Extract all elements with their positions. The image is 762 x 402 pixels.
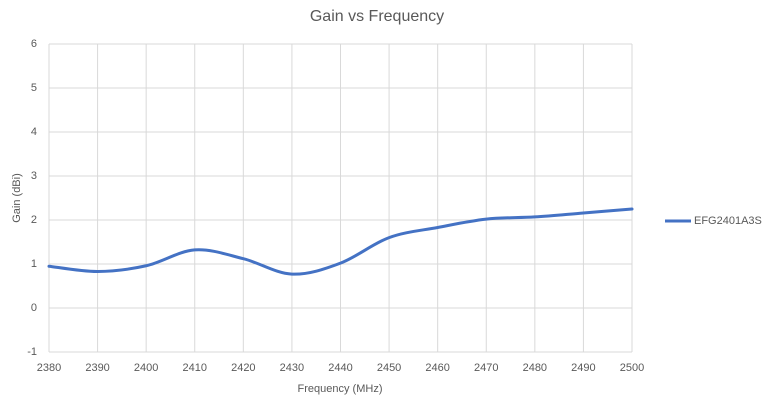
y-tick-label: 1 bbox=[31, 258, 37, 270]
x-tick-label: 2400 bbox=[134, 362, 158, 374]
y-tick-label: 2 bbox=[31, 214, 37, 226]
x-tick-label: 2380 bbox=[37, 362, 61, 374]
x-tick-label: 2500 bbox=[620, 362, 644, 374]
x-tick-label: 2470 bbox=[474, 362, 498, 374]
y-axis-label: Gain (dBi) bbox=[11, 173, 23, 223]
y-tick-label: 0 bbox=[31, 302, 37, 314]
y-tick-label: 3 bbox=[31, 170, 37, 182]
y-tick-label: 4 bbox=[31, 126, 37, 138]
x-tick-label: 2430 bbox=[280, 362, 304, 374]
x-tick-label: 2420 bbox=[231, 362, 255, 374]
x-tick-label: 2480 bbox=[523, 362, 547, 374]
x-tick-label: 2450 bbox=[377, 362, 401, 374]
x-tick-label: 2460 bbox=[425, 362, 449, 374]
y-tick-label: 5 bbox=[31, 82, 37, 94]
x-tick-label: 2410 bbox=[183, 362, 207, 374]
x-tick-label: 2440 bbox=[328, 362, 352, 374]
chart-title: Gain vs Frequency bbox=[310, 8, 444, 25]
x-tick-label: 2490 bbox=[571, 362, 595, 374]
x-tick-label: 2390 bbox=[85, 362, 109, 374]
y-tick-label: 6 bbox=[31, 38, 37, 50]
y-tick-label: -1 bbox=[27, 346, 37, 358]
legend-label: EFG2401A3S bbox=[694, 215, 762, 227]
line-series bbox=[47, 207, 634, 276]
x-axis-label: Frequency (MHz) bbox=[298, 383, 383, 395]
